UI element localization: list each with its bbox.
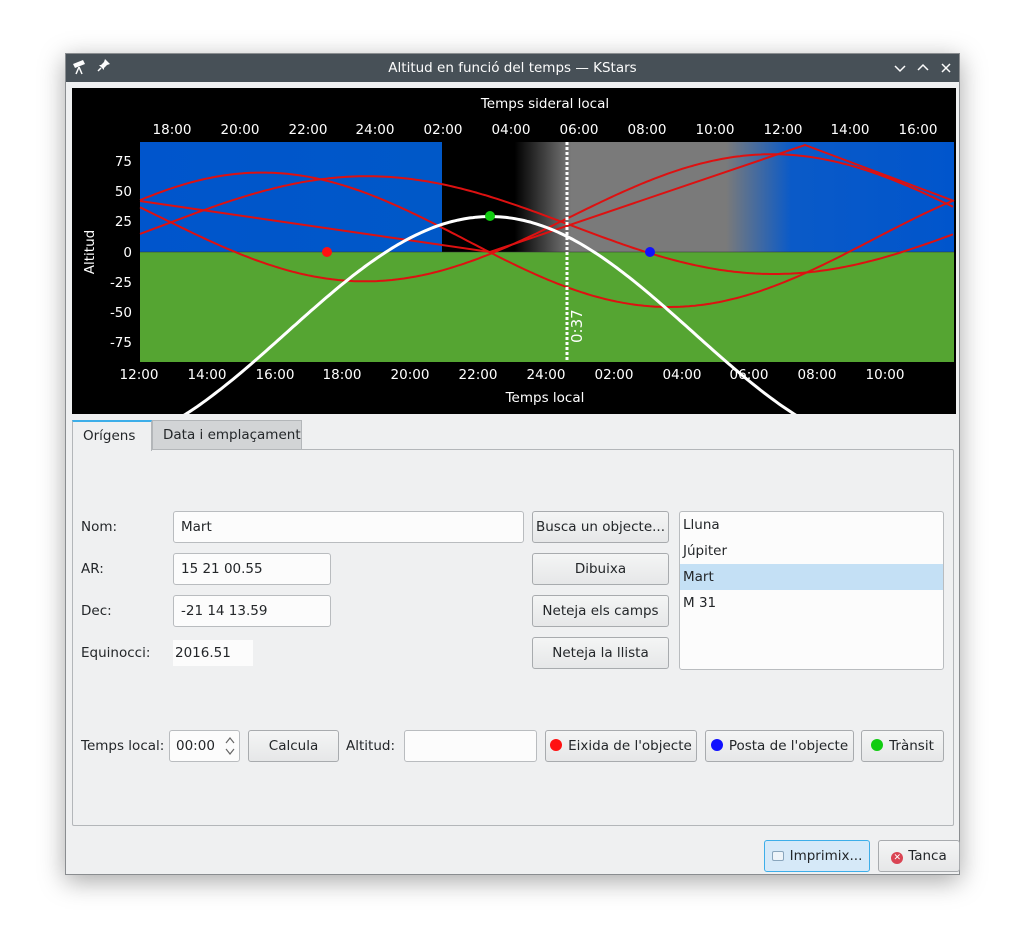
name-label: Nom:	[81, 519, 118, 535]
top-tick: 22:00	[289, 122, 328, 138]
bottom-tick: 16:00	[256, 367, 295, 383]
y-tick: -25	[110, 275, 132, 291]
rise-button[interactable]: Eixida de l'objecte	[545, 730, 697, 762]
chevron-up-icon	[917, 63, 929, 71]
transit-button-label: Trànsit	[889, 738, 934, 754]
epoch-field[interactable]: 2016.51	[173, 640, 253, 666]
top-tick: 24:00	[356, 122, 395, 138]
top-tick: 02:00	[424, 122, 463, 138]
ra-field[interactable]: 15 21 00.55	[173, 553, 331, 585]
bottom-tick: 02:00	[595, 367, 634, 383]
tab-date-location[interactable]: Data i emplaçament	[152, 420, 302, 450]
bottom-axis-label: Temps local	[505, 390, 585, 406]
curve-selected-object	[183, 215, 797, 414]
altitude-plot-svg[interactable]: 0:37 Temps sideral local Temps local Alt…	[72, 88, 956, 414]
green-dot-icon	[871, 739, 884, 751]
top-tick: 14:00	[831, 122, 870, 138]
print-button[interactable]: Imprimix...	[764, 840, 870, 872]
close-button-label: Tanca	[908, 848, 947, 864]
y-tick: 75	[115, 154, 132, 170]
print-button-label: Imprimix...	[789, 848, 863, 864]
top-tick: 20:00	[221, 122, 260, 138]
y-axis-label: Altitud	[82, 230, 98, 274]
close-window-button[interactable]	[936, 58, 956, 78]
current-time-label: 0:37	[568, 309, 586, 343]
name-field[interactable]: Mart	[173, 511, 524, 543]
red-dot-icon	[550, 739, 563, 751]
list-item-selected[interactable]: Mart	[680, 564, 943, 590]
set-marker	[645, 247, 655, 257]
transit-marker	[485, 211, 495, 221]
clear-list-button[interactable]: Neteja la llista	[532, 637, 669, 669]
y-tick: -75	[110, 335, 132, 351]
telescope-icon[interactable]	[70, 58, 90, 78]
altitude-plot[interactable]: 0:37 Temps sideral local Temps local Alt…	[72, 88, 956, 414]
top-tick: 06:00	[560, 122, 599, 138]
set-button-label: Posta de l'objecte	[728, 738, 849, 754]
printer-icon	[771, 851, 784, 861]
y-tick: 0	[123, 245, 132, 261]
bottom-tick: 12:00	[120, 367, 159, 383]
minimize-button[interactable]	[890, 58, 910, 78]
top-tick: 16:00	[899, 122, 938, 138]
local-time-value: 00:00	[176, 738, 215, 754]
bottom-tick: 24:00	[527, 367, 566, 383]
rise-marker	[322, 247, 332, 257]
list-item[interactable]: M 31	[683, 595, 717, 611]
top-tick: 18:00	[153, 122, 192, 138]
curve-vshape	[139, 143, 955, 254]
y-tick: 25	[115, 214, 132, 230]
chevron-down-icon	[894, 65, 906, 73]
maximize-button[interactable]	[913, 58, 933, 78]
bottom-tick: 10:00	[866, 367, 905, 383]
object-list[interactable]: Lluna Júpiter Mart M 31	[679, 511, 944, 670]
local-time-spinbox[interactable]: 00:00	[169, 730, 240, 762]
close-icon	[941, 63, 951, 73]
y-tick: 50	[115, 184, 132, 200]
altitude-label: Altitud:	[346, 738, 395, 754]
top-tick: 04:00	[492, 122, 531, 138]
dialog-window: Altitud en funció del temps — KStars	[65, 53, 960, 875]
tab-origins[interactable]: Orígens	[72, 420, 152, 451]
sky-region	[140, 142, 954, 252]
epoch-label: Equinocci:	[81, 645, 151, 661]
plot-button[interactable]: Dibuixa	[532, 553, 669, 585]
curve-jupiter	[139, 171, 954, 308]
transit-button[interactable]: Trànsit	[861, 730, 944, 762]
blue-dot-icon	[710, 739, 723, 751]
local-time-label: Temps local:	[81, 738, 165, 754]
bottom-tick: 06:00	[730, 367, 769, 383]
bottom-tick: 08:00	[798, 367, 837, 383]
close-button[interactable]: ✕ Tanca	[878, 840, 960, 872]
top-tick: 12:00	[764, 122, 803, 138]
dec-label: Dec:	[81, 603, 112, 619]
curve-moon	[139, 175, 954, 275]
clear-fields-button[interactable]: Neteja els camps	[532, 595, 669, 627]
title-bar: Altitud en funció del temps — KStars	[66, 54, 959, 82]
y-tick: -50	[110, 305, 132, 321]
pin-icon[interactable]	[94, 58, 114, 78]
compute-button[interactable]: Calcula	[248, 730, 339, 762]
origins-panel: Nom: Mart AR: 15 21 00.55 Dec: -21 14 13…	[72, 449, 954, 826]
set-button[interactable]: Posta de l'objecte	[705, 730, 854, 762]
close-circle-icon: ✕	[891, 852, 904, 864]
altitude-field[interactable]	[404, 730, 537, 762]
dec-field[interactable]: -21 14 13.59	[173, 595, 331, 627]
top-tick: 10:00	[696, 122, 735, 138]
bottom-tick: 04:00	[663, 367, 702, 383]
altitude-curves	[139, 143, 955, 414]
top-tick: 08:00	[628, 122, 667, 138]
top-axis-label: Temps sideral local	[480, 96, 609, 112]
ra-label: AR:	[81, 561, 104, 577]
bottom-tick: 14:00	[188, 367, 227, 383]
rise-button-label: Eixida de l'objecte	[568, 738, 692, 754]
spin-arrows-icon[interactable]	[224, 733, 236, 759]
list-item[interactable]: Júpiter	[683, 543, 728, 559]
window-title: Altitud en funció del temps — KStars	[388, 60, 637, 76]
bottom-tick: 22:00	[459, 367, 498, 383]
find-object-button[interactable]: Busca un objecte...	[532, 511, 669, 543]
bottom-tick: 20:00	[391, 367, 430, 383]
bottom-tick: 18:00	[323, 367, 362, 383]
list-item[interactable]: Lluna	[683, 517, 720, 533]
